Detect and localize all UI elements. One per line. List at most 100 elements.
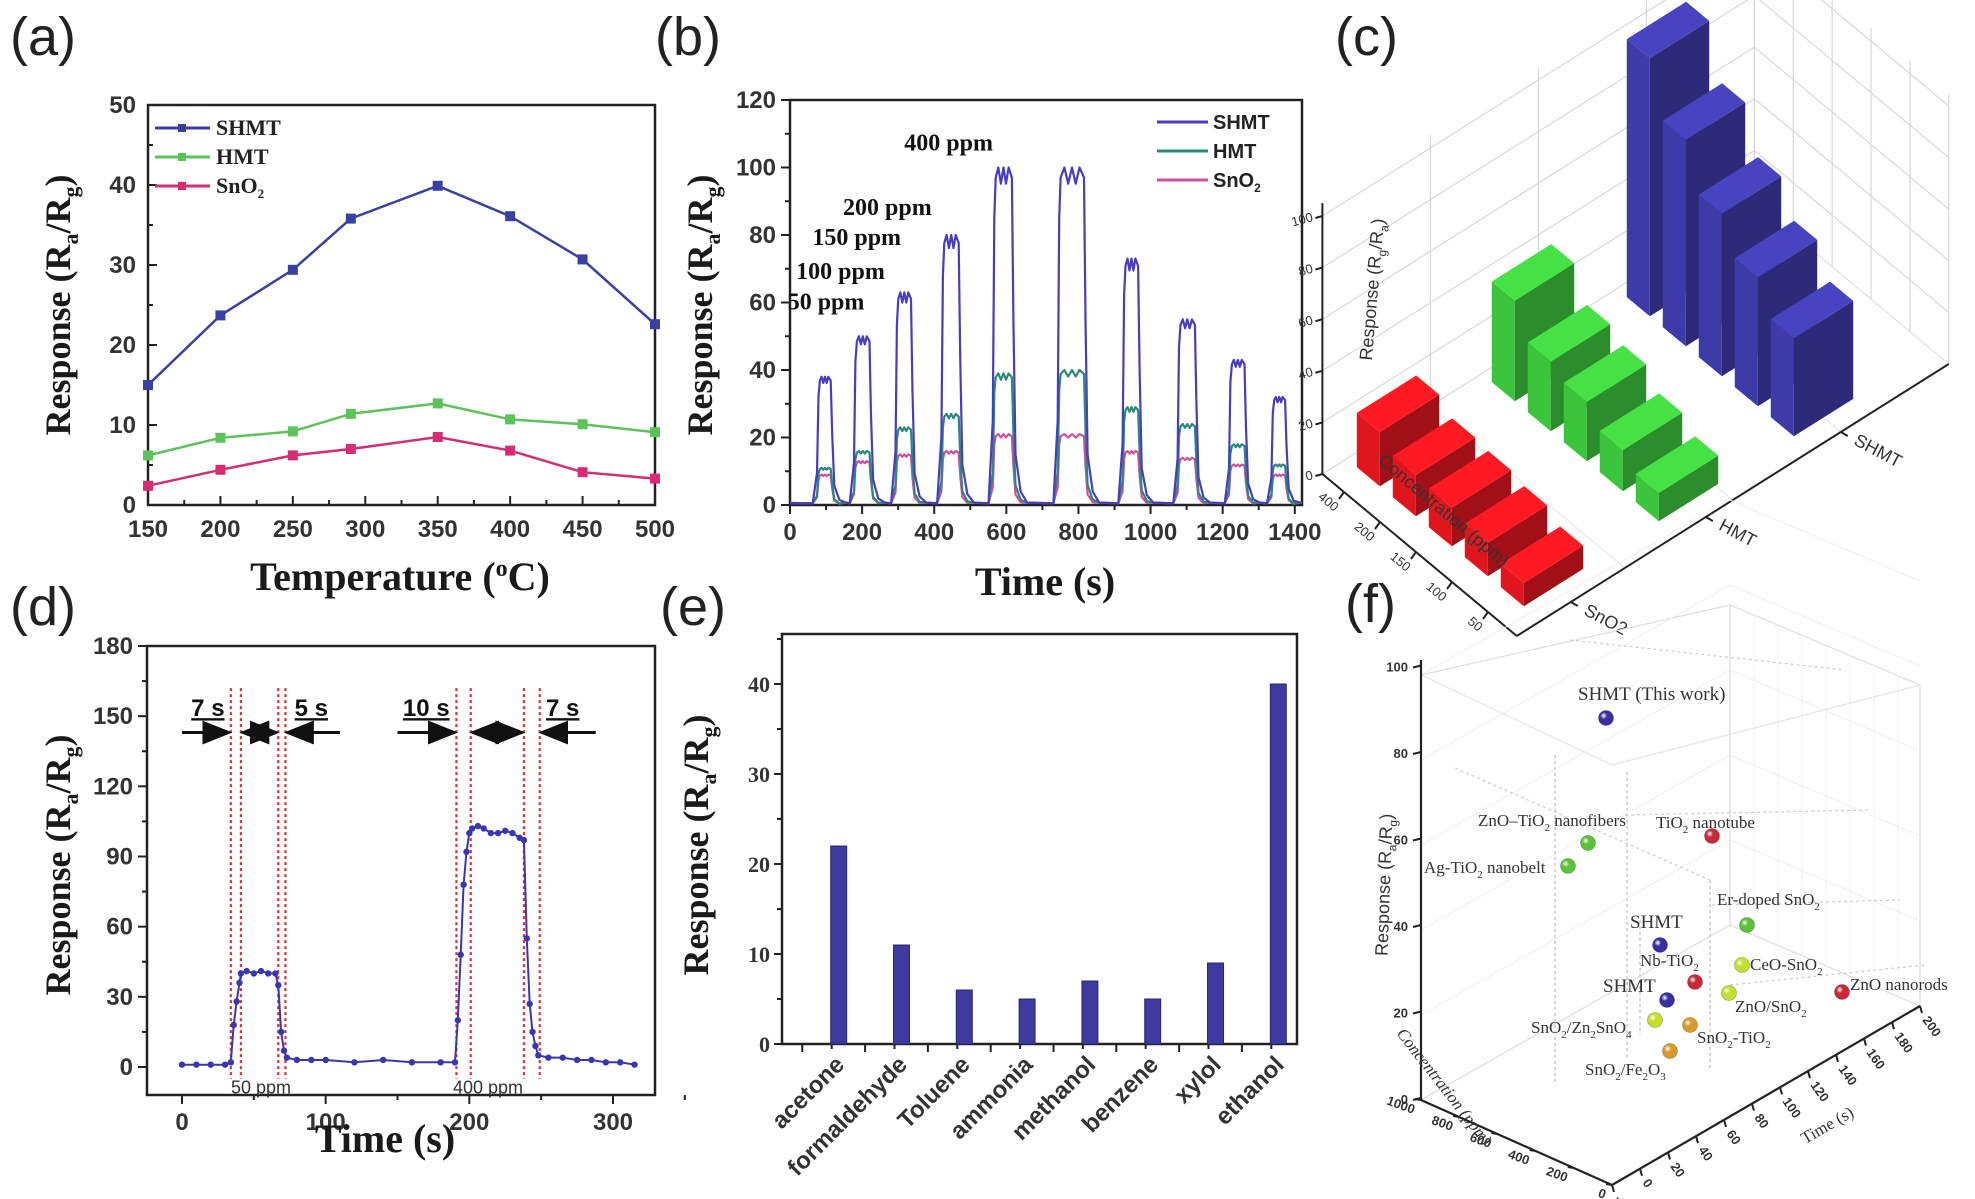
y-tick-label: 60 [1297, 312, 1315, 330]
scatter-point [1834, 984, 1850, 1000]
panel-c-ylabel: Response (Rg/Ra) [1356, 218, 1392, 362]
bar-face-front [1464, 523, 1488, 577]
data-point [457, 951, 464, 958]
y-tick-mark [1412, 1010, 1422, 1015]
ylabel-sub: a [696, 773, 721, 784]
x-tick-mark [1667, 1152, 1671, 1160]
scatter-point-label: ZnO/SnO2​ [1735, 997, 1807, 1020]
z-axis-line [1420, 1098, 1613, 1187]
ylabel-slash: /R [676, 736, 716, 774]
y-tick-label: 60 [106, 914, 133, 941]
bar-face-front [1698, 194, 1722, 377]
ylabel-sub: g [58, 186, 83, 197]
z-tick-label: 800 [1430, 1112, 1456, 1134]
y-tick-label: 40 [748, 672, 770, 697]
concentration-annotation: 50 ppm [788, 289, 865, 315]
y-tick-label: 30 [109, 252, 136, 279]
data-point [494, 829, 502, 837]
x-tick-label: 20 [1668, 1160, 1689, 1180]
scatter-point [1687, 974, 1703, 990]
y-tick-label: 20 [1394, 1006, 1408, 1021]
data-point [559, 1054, 566, 1061]
y-tick-label: 10 [109, 412, 136, 439]
scatter-point-label: SHMT (This work) [1578, 684, 1725, 705]
data-point [520, 836, 528, 844]
projection-line [1624, 809, 1871, 816]
x-tick-label: 200 [449, 1109, 489, 1136]
x-tick-mark [1695, 1135, 1699, 1144]
scatter-point [1721, 985, 1737, 1001]
scatter-point-label: ZnO–TiO2​ nanofibers [1478, 811, 1626, 834]
data-point-shmt [577, 254, 588, 265]
bar-face-front [1491, 281, 1515, 402]
panel-b-dynamic-response-chart: 0 200 400 600 800 1000 1200 1400020406080100120… [680, 87, 1321, 604]
x-tick-label: 150 [1387, 549, 1413, 574]
ylabel-sub: g [58, 746, 83, 757]
bar-face-top [1734, 220, 1818, 278]
data-point [466, 829, 473, 837]
y-tick-label: 120 [736, 87, 776, 114]
data-point [529, 1028, 536, 1036]
bar-benzene [1144, 998, 1162, 1045]
gridline [1322, 0, 1950, 217]
y-tick-label: 40 [109, 172, 136, 199]
data-point [221, 1061, 229, 1068]
data-point [509, 829, 516, 837]
gridline [1420, 669, 1731, 846]
y-tick-label: 20 [748, 852, 770, 877]
bar-face-front [1500, 563, 1524, 607]
z-tick-mark [1491, 1132, 1498, 1135]
data-point-shmt [505, 211, 516, 222]
series-tick-label: HMT [1716, 515, 1760, 551]
bar-face-side [1523, 545, 1584, 607]
panel-label-f: (f) [1345, 574, 1396, 634]
x-tick-label: 0 [1640, 1176, 1656, 1191]
data-point-hmt [287, 426, 298, 437]
data-point [178, 1061, 186, 1068]
data-point [275, 981, 282, 989]
z-tick-mark [1453, 1115, 1460, 1118]
data-point-shmt [287, 264, 298, 275]
data-point [351, 1059, 358, 1066]
y-tick-label: 0 [763, 492, 776, 519]
scatter-point-label: SHMT [1630, 912, 1683, 933]
legend-label-shmt: SHMT [1213, 112, 1270, 134]
x-tick-label: 600 [986, 519, 1026, 546]
data-point [257, 967, 265, 975]
data-point-sno2 [505, 445, 516, 456]
data-point [233, 998, 240, 1005]
gridline [1420, 499, 1731, 676]
data-point-sno2 [215, 464, 226, 475]
bar-face-side [1487, 505, 1548, 577]
bar-3d-shmt [1770, 281, 1854, 437]
data-point [193, 1061, 200, 1068]
x-tick-label: 1000 [1124, 519, 1177, 546]
box-edge [1420, 924, 1731, 1101]
panel-a-ticks: 150 200 250 300 350 400 450 500 0 10 20 30 40 50 [109, 92, 675, 543]
ylabel-end: ) [38, 174, 78, 186]
x-tick-label: ethanol [1210, 1051, 1289, 1130]
data-point [631, 1061, 638, 1068]
scatter-point-label: CeO-SnO2​ [1750, 955, 1823, 978]
x-tick-mark [1410, 551, 1417, 560]
y-tick-label: 20 [109, 332, 136, 359]
z-tick-mark [1567, 1166, 1574, 1169]
x-tick-mark [1723, 1119, 1727, 1128]
x-tick-label: 140 [1836, 1062, 1861, 1088]
data-point-hmt [577, 419, 588, 430]
bar-face-top [1500, 526, 1584, 584]
concentration-annotation: 400 ppm [904, 131, 993, 157]
ylabel-sub: a [58, 233, 83, 244]
scatter-point [1734, 957, 1750, 973]
bar-methanol [1081, 980, 1099, 1045]
data-point [526, 1000, 533, 1008]
data-point-hmt [432, 398, 443, 409]
ylabel-prefix: Response (R [38, 804, 78, 996]
data-point [463, 848, 470, 856]
x-tick-label: 500 [635, 516, 675, 543]
y-tick-label: 0 [1304, 467, 1315, 483]
y-tick-label: 0 [1401, 1092, 1408, 1107]
y-tick-label: 180 [93, 633, 133, 660]
panel-f-ylabel: Response (Ra/Rg) [1372, 813, 1401, 956]
